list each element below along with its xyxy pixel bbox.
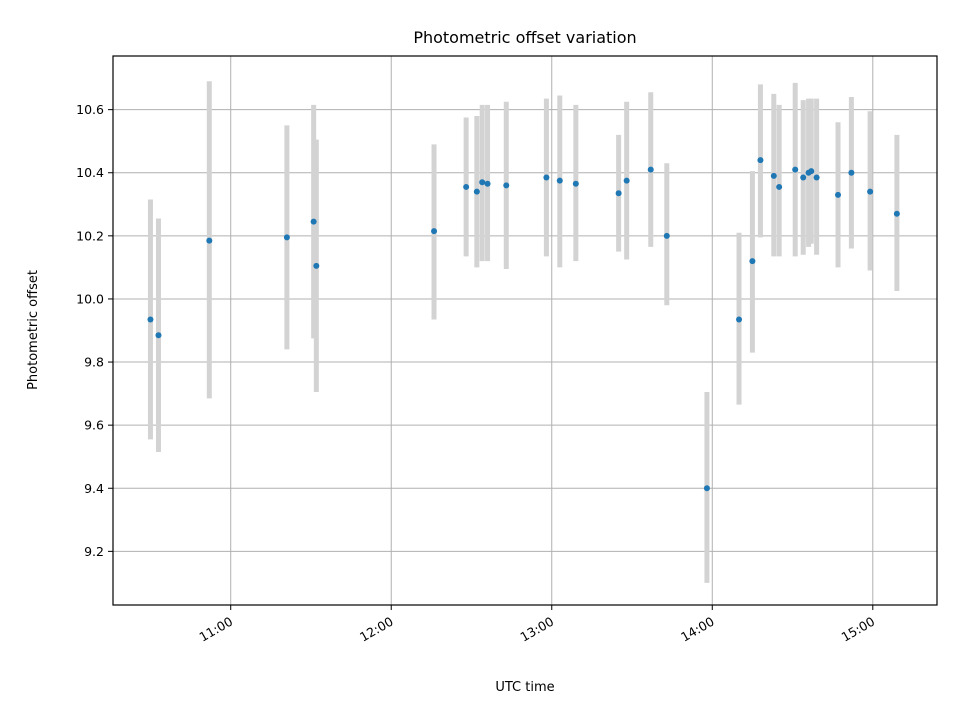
data-point bbox=[479, 179, 486, 186]
chart-title: Photometric offset variation bbox=[413, 28, 636, 47]
data-point bbox=[463, 183, 470, 190]
y-axis-label: Photometric offset bbox=[26, 270, 41, 390]
data-point bbox=[431, 228, 438, 235]
data-points bbox=[147, 157, 900, 492]
data-point bbox=[147, 316, 154, 323]
data-point bbox=[893, 210, 900, 217]
data-point bbox=[206, 237, 213, 244]
data-point bbox=[572, 180, 579, 187]
data-point bbox=[792, 166, 799, 173]
y-tick-label: 9.4 bbox=[84, 481, 104, 496]
data-point bbox=[484, 180, 491, 187]
y-tick-label: 9.6 bbox=[84, 418, 104, 433]
error-bars bbox=[147, 81, 900, 583]
y-tick-label: 10.6 bbox=[76, 102, 104, 117]
y-tick-label: 10.2 bbox=[76, 228, 104, 243]
data-point bbox=[835, 191, 842, 198]
data-point bbox=[556, 177, 563, 184]
data-point bbox=[749, 258, 756, 265]
data-point bbox=[808, 168, 815, 175]
data-point bbox=[283, 234, 290, 241]
x-tick-label: 11:00 bbox=[197, 614, 236, 645]
x-tick-label: 15:00 bbox=[839, 614, 878, 645]
x-axis-ticks: 11:00 12:00 13:00 14:00 15:00 bbox=[197, 605, 878, 645]
data-point bbox=[155, 332, 162, 339]
data-point bbox=[615, 190, 622, 197]
y-tick-label: 10.0 bbox=[76, 291, 104, 306]
data-point bbox=[473, 188, 480, 195]
data-point bbox=[543, 174, 550, 181]
data-point bbox=[757, 157, 764, 164]
x-axis-label: UTC time bbox=[495, 680, 554, 695]
y-tick-label: 10.4 bbox=[76, 165, 104, 180]
data-point bbox=[813, 174, 820, 181]
plot-frame bbox=[112, 55, 938, 606]
y-axis-ticks: 9.2 9.4 9.6 9.8 10.0 10.2 10.4 10.6 bbox=[76, 102, 113, 559]
data-point bbox=[503, 182, 510, 189]
grid-lines bbox=[113, 56, 937, 605]
x-tick-label: 12:00 bbox=[357, 614, 396, 645]
x-tick-label: 14:00 bbox=[678, 614, 717, 645]
y-tick-label: 9.8 bbox=[84, 355, 104, 370]
data-point bbox=[623, 177, 630, 184]
data-point bbox=[310, 218, 317, 225]
data-point bbox=[703, 485, 710, 492]
data-point bbox=[663, 232, 670, 239]
data-point bbox=[770, 172, 777, 179]
data-point bbox=[848, 169, 855, 176]
data-point bbox=[776, 183, 783, 190]
x-tick-label: 13:00 bbox=[518, 614, 557, 645]
data-point bbox=[736, 316, 743, 323]
data-point bbox=[313, 262, 320, 269]
y-tick-label: 9.2 bbox=[84, 544, 104, 559]
data-point bbox=[800, 174, 807, 181]
data-point bbox=[867, 188, 874, 195]
data-point bbox=[647, 166, 654, 173]
